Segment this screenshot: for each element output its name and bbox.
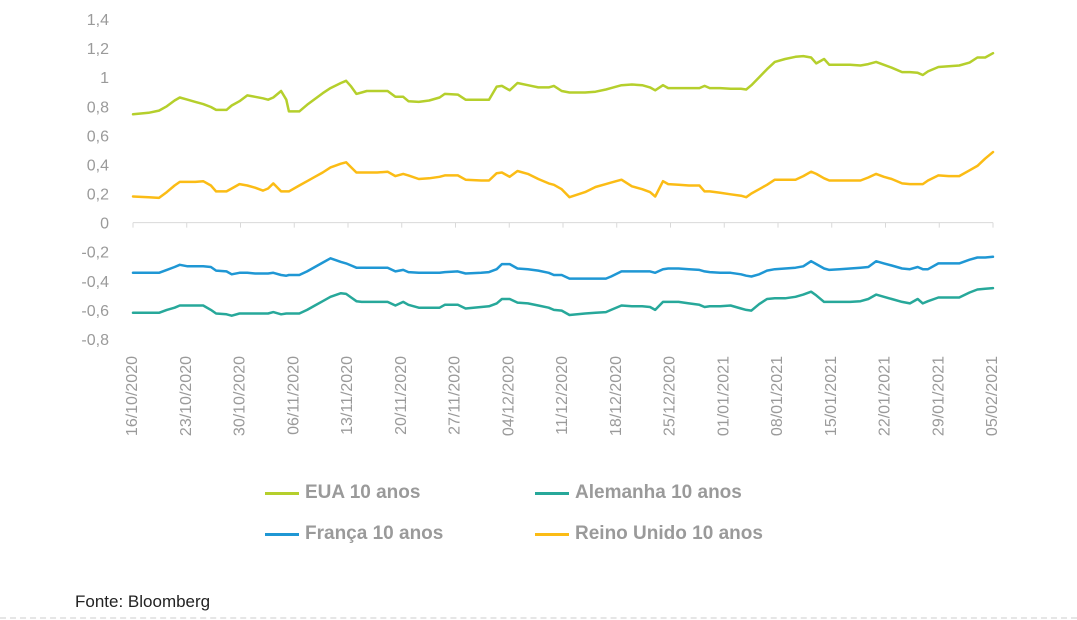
bottom-divider	[0, 617, 1077, 619]
legend-label-eua: EUA 10 anos	[305, 482, 421, 503]
x-tick-label: 20/11/2020	[393, 356, 410, 435]
x-tick-label: 06/11/2020	[285, 356, 302, 435]
legend-item-eua: EUA 10 anos	[265, 482, 420, 504]
y-tick-label: 0,4	[87, 157, 109, 174]
x-tick-label: 25/12/2020	[662, 356, 679, 436]
y-tick-label: -0,8	[81, 332, 109, 349]
x-tick-label: 23/10/2020	[178, 356, 195, 436]
series-line-1	[131, 150, 995, 200]
y-tick-label: 1,4	[87, 12, 109, 29]
legend-swatch-alemanha	[535, 491, 569, 495]
legend-item-alemanha: Alemanha 10 anos	[535, 482, 742, 504]
series-line-0	[131, 51, 995, 116]
legend-label-alemanha: Alemanha 10 anos	[575, 482, 742, 503]
legend-item-reino-unido: Reino Unido 10 anos	[535, 523, 763, 545]
y-tick-label: 0	[100, 216, 109, 233]
legend-label-franca: França 10 anos	[305, 523, 444, 544]
chart-legend: EUA 10 anos Alemanha 10 anos França 10 a…	[265, 482, 885, 572]
y-tick-label: 0,8	[87, 99, 109, 116]
x-tick-label: 29/01/2021	[930, 356, 947, 436]
y-tick-label: -0,4	[81, 274, 109, 291]
y-tick-label: 1,2	[87, 41, 109, 58]
legend-label-reino-unido: Reino Unido 10 anos	[575, 523, 763, 544]
y-tick-label: 0,2	[87, 187, 109, 204]
x-axis: 16/10/2020 23/10/2020 30/10/2020 06/11/2020…	[124, 222, 1001, 436]
x-tick-label: 08/01/2021	[769, 356, 786, 436]
legend-swatch-eua	[265, 491, 299, 495]
legend-swatch-franca	[265, 532, 299, 536]
y-tick-label: 0,6	[87, 128, 109, 145]
legend-item-franca: França 10 anos	[265, 523, 443, 545]
y-tick-label: -0,2	[81, 245, 109, 262]
series-line-3	[131, 286, 995, 317]
source-note: Fonte: Bloomberg	[75, 592, 211, 611]
y-tick-label: 1	[100, 70, 109, 87]
y-tick-label: -0,6	[81, 303, 109, 320]
x-tick-label: 11/12/2020	[554, 356, 571, 435]
x-tick-label: 13/11/2020	[339, 356, 356, 435]
x-tick-label: 18/12/2020	[608, 356, 625, 436]
series-line-2	[131, 255, 995, 280]
legend-swatch-reino-unido	[535, 532, 569, 536]
x-tick-label: 16/10/2020	[124, 356, 141, 436]
series-layer	[131, 51, 995, 317]
x-tick-label: 05/02/2021	[984, 356, 1001, 436]
x-tick-label: 22/01/2021	[877, 356, 894, 436]
y-axis: 1,4 1,2 1 0,8 0,6 0,4 0,2 0 -0,2 -0,4 -0,6 -0,8	[81, 12, 109, 349]
x-tick-label: 04/12/2020	[500, 356, 517, 436]
x-tick-label: 15/01/2021	[823, 356, 840, 436]
x-tick-label: 30/10/2020	[232, 356, 249, 436]
x-tick-label: 27/11/2020	[447, 356, 464, 435]
x-tick-label: 01/01/2021	[715, 356, 732, 436]
